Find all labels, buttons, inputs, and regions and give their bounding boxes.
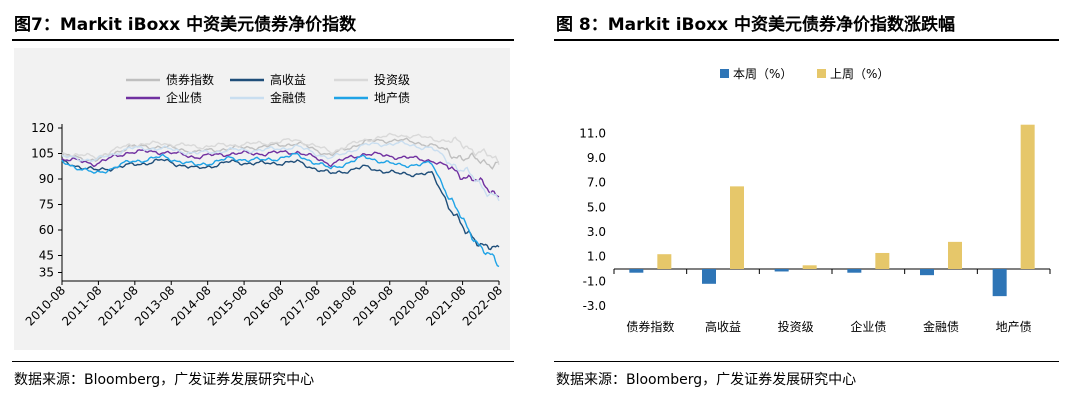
bar-chart: 本周（%） 上周（%） -3.0 -1.0 1.0 3.0 5.0 7.0 9.0 11.0 债券指… [554, 48, 1059, 348]
bar-legend-swatch-1 [817, 69, 826, 78]
left-source-note: 数据来源：Bloomberg，广发证券发展研究中心 [14, 372, 315, 388]
bar-y-tick-label-5: 7.0 [587, 176, 606, 190]
line-y-tick-label-5: 105 [31, 147, 54, 161]
left-title-rule [12, 39, 514, 41]
legend-label-4: 金融债 [270, 90, 306, 105]
line-y-tick-label-6: 120 [31, 121, 54, 135]
bar-y-tick-label-1: -1.0 [583, 274, 606, 288]
line-series-4 [61, 140, 500, 202]
line-chart: 债券指数 高收益 投资级 企业债 金融债 地产债 35 45 60 75 90 105 120 2010-… [14, 48, 510, 350]
line-series-1 [61, 158, 500, 251]
bar-chart-svg: 本周（%） 上周（%） -3.0 -1.0 1.0 3.0 5.0 7.0 9.0 11.0 债券指… [579, 67, 1051, 334]
bar-y-tick-label-6: 9.0 [587, 151, 606, 165]
right-figure-title: 图 8：Markit iBoxx 中资美元债券净价指数涨跌幅 [556, 15, 956, 35]
line-series-3 [61, 149, 500, 198]
line-series-5 [61, 152, 500, 268]
bar-legend-label-0: 本周（%） [733, 67, 792, 81]
right-source-rule [554, 361, 1059, 362]
right-title-rule [554, 39, 1059, 41]
bar-1-5 [1020, 124, 1035, 269]
bar-legend-label-1: 上周（%） [830, 67, 889, 81]
bar-0-5 [992, 269, 1007, 297]
bar-category-label-4: 金融债 [923, 319, 959, 334]
legend-label-2: 投资级 [374, 72, 410, 87]
bar-category-label-0: 债券指数 [626, 319, 674, 334]
legend-label-5: 地产债 [374, 91, 410, 105]
bar-1-2 [802, 265, 817, 269]
bar-1-3 [875, 252, 890, 269]
bar-category-label-2: 投资级 [778, 319, 814, 334]
line-y-tick-label-1: 45 [39, 249, 54, 263]
bar-1-1 [730, 186, 744, 269]
line-series-0 [61, 137, 500, 170]
bar-1-0 [657, 254, 672, 269]
bar-y-tick-label-7: 11.0 [579, 126, 606, 140]
line-y-tick-label-4: 90 [39, 172, 54, 186]
left-figure-title: 图7：Markit iBoxx 中资美元债券净价指数 [14, 15, 357, 35]
bar-y-tick-label-3: 3.0 [587, 225, 606, 239]
legend-label-0: 债券指数 [166, 72, 214, 87]
right-figure: 图 8：Markit iBoxx 中资美元债券净价指数涨跌幅 本周（%） 上周（%… [548, 0, 1080, 405]
bar-y-tick-label-0: -3.0 [583, 299, 606, 313]
right-source-note: 数据来源：Bloomberg，广发证券发展研究中心 [556, 372, 857, 388]
bar-y-tick-label-4: 5.0 [587, 200, 606, 214]
legend-label-3: 企业债 [166, 90, 202, 105]
bar-legend-swatch-0 [720, 69, 729, 78]
bar-0-1 [702, 269, 716, 284]
left-figure: 图7：Markit iBoxx 中资美元债券净价指数 债券指数 高收益 投资级企业债… [0, 0, 525, 405]
bar-1-4 [948, 241, 962, 269]
line-y-tick-label-0: 35 [39, 266, 54, 280]
bar-category-label-1: 高收益 [705, 319, 741, 334]
line-y-tick-label-2: 60 [39, 223, 54, 237]
bar-0-2 [774, 269, 789, 272]
legend-label-1: 高收益 [270, 72, 306, 87]
bar-0-4 [920, 269, 934, 276]
line-y-tick-label-3: 75 [39, 198, 54, 212]
left-source-rule [12, 361, 514, 362]
bar-y-tick-label-2: 1.0 [587, 250, 606, 264]
bar-category-label-3: 企业债 [850, 319, 886, 334]
bar-0-3 [847, 269, 862, 273]
bar-category-label-5: 地产债 [996, 320, 1032, 334]
bar-0-0 [629, 269, 644, 273]
